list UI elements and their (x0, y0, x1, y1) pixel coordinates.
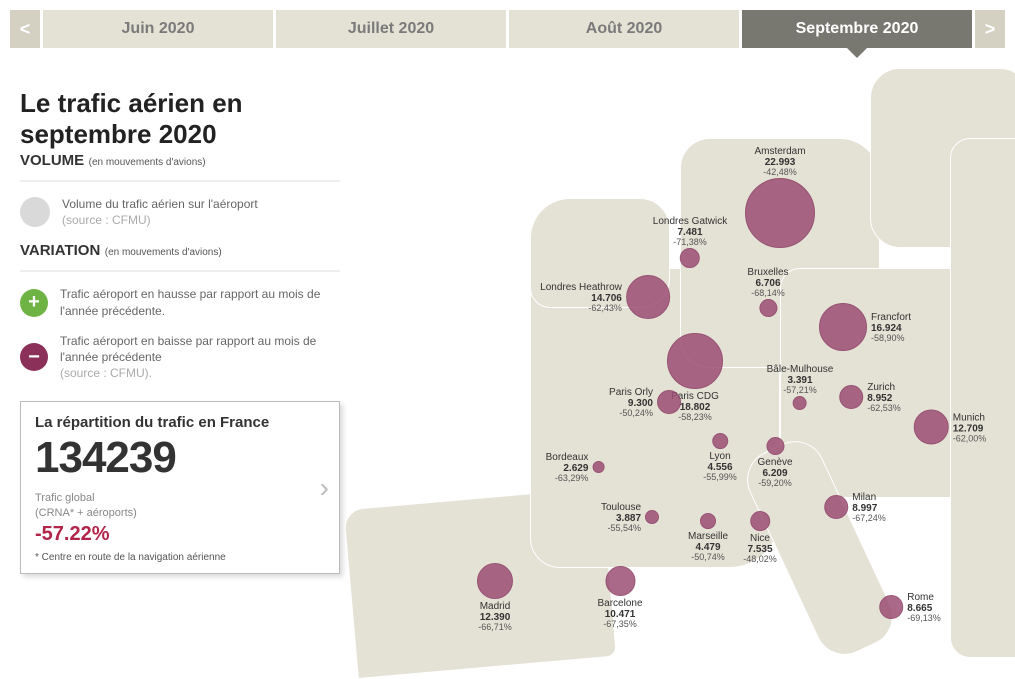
tab-month-2[interactable]: Août 2020 (509, 10, 739, 48)
minus-icon: − (20, 343, 48, 371)
panel-sub1: Trafic global (35, 492, 95, 504)
variation-minus-source: (source : CFMU). (60, 366, 152, 380)
legend-panel: Le trafic aérien en septembre 2020 VOLUM… (10, 68, 350, 658)
chevron-right-icon[interactable]: › (320, 472, 329, 504)
variation-minus-text: Trafic aéroport en baisse par rapport au… (60, 334, 316, 364)
volume-legend-source: (source : CFMU) (62, 213, 151, 227)
tab-month-1[interactable]: Juillet 2020 (276, 10, 506, 48)
plus-icon: + (20, 289, 48, 317)
panel-title: La répartition du trafic en France (35, 414, 325, 431)
volume-sub: (en mouvements d'avions) (89, 157, 206, 168)
tab-month-0[interactable]: Juin 2020 (43, 10, 273, 48)
tab-month-3[interactable]: Septembre 2020 (742, 10, 972, 48)
volume-label: VOLUME (20, 152, 84, 169)
volume-legend-text: Volume du trafic aérien sur l'aéroport (62, 197, 258, 211)
europe-map: Amsterdam22.993-42,48%Londres Gatwick7.4… (350, 68, 1005, 658)
month-tabs: < Juin 2020 Juillet 2020 Août 2020 Septe… (10, 10, 1005, 48)
panel-delta: -57.22% (35, 523, 325, 546)
panel-note: * Centre en route de la navigation aérie… (35, 552, 325, 563)
page-title: Le trafic aérien en septembre 2020 (20, 88, 340, 150)
variation-label: VARIATION (20, 242, 100, 259)
prev-month-button[interactable]: < (10, 10, 40, 48)
panel-value: 134239 (35, 433, 325, 483)
variation-plus-text: Trafic aéroport en hausse par rapport au… (60, 286, 340, 318)
panel-sub2: (CRNA* + aéroports) (35, 507, 137, 519)
france-traffic-panel[interactable]: La répartition du trafic en France 13423… (20, 401, 340, 574)
volume-circle-icon (20, 197, 50, 227)
variation-sub: (en mouvements d'avions) (105, 247, 222, 258)
next-month-button[interactable]: > (975, 10, 1005, 48)
